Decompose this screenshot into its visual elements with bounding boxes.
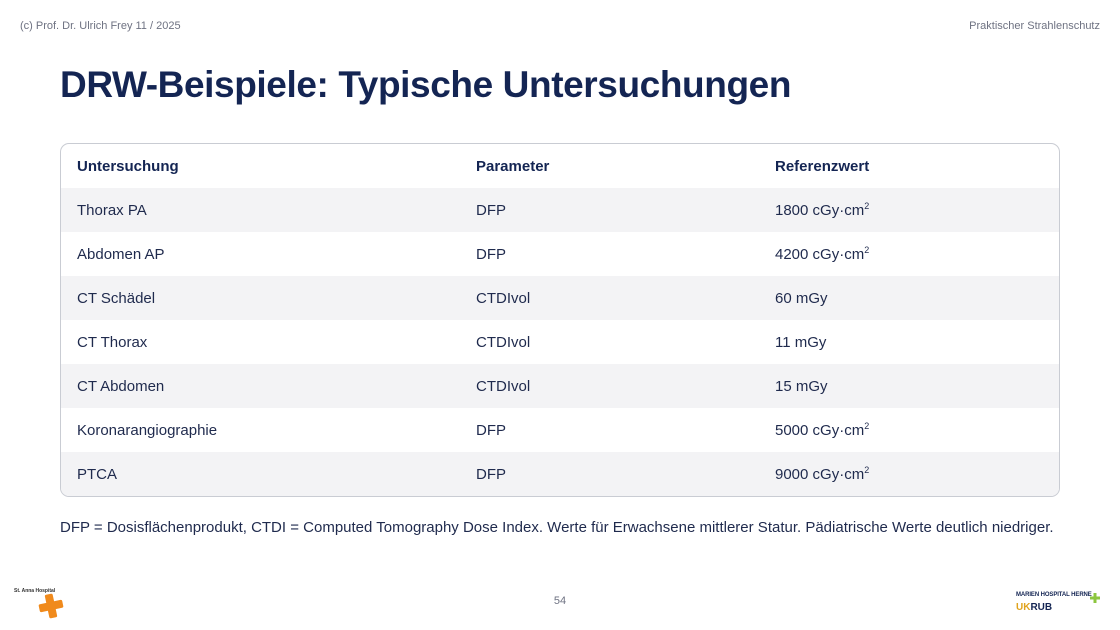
cell-exam: Abdomen AP (77, 245, 165, 263)
column-header-reference: Referenzwert (775, 157, 870, 175)
value-exponent: 2 (864, 200, 870, 211)
value-text: 60 mGy (775, 289, 828, 307)
value-exponent: 2 (864, 464, 870, 475)
cell-exam: PTCA (61, 452, 460, 496)
table-row: PTCA DFP 9000 cGy·cm2 (61, 452, 1059, 496)
cell-parameter: CTDIvol (460, 276, 759, 320)
column-header-exam: Untersuchung (77, 157, 179, 175)
cell-parameter: DFP (476, 421, 506, 439)
reference-table: Untersuchung Parameter Referenzwert Thor… (60, 143, 1060, 497)
cell-reference-value: 9000 cGy·cm2 (759, 452, 1059, 496)
hospital-name: St. Anna Hospital (14, 588, 56, 594)
cell-reference-value: 4200 cGy·cm2 (759, 232, 1059, 276)
cell-reference-value: 5000 cGy·cm2 (759, 408, 1059, 452)
table-row: CT Thorax CTDIvol 11 mGy (61, 320, 1059, 364)
column-header-parameter: Parameter (476, 157, 550, 175)
table-row: CT Schädel CTDIvol 60 mGy (61, 276, 1059, 320)
orange-cross-logo-icon (38, 593, 64, 619)
st-anna-hospital-logo: St. Anna Hospital (14, 588, 68, 619)
copyright-text: (c) Prof. Dr. Ulrich Frey 11 / 2025 (20, 20, 181, 32)
partner-hospital-name: MARIEN HOSPITAL HERNE (1016, 592, 1092, 598)
cell-reference-value: 15 mGy (759, 364, 1059, 408)
course-title: Praktischer Strahlenschutz (969, 20, 1100, 32)
cell-exam: Koronarangiographie (77, 421, 218, 439)
cell-exam: CT Schädel (61, 276, 460, 320)
value-text: 11 mGy (775, 333, 827, 351)
value-exponent: 2 (864, 244, 870, 255)
slide-title: DRW-Beispiele: Typische Untersuchungen (60, 64, 792, 105)
table-header-row: Untersuchung Parameter Referenzwert (61, 144, 1059, 188)
cell-exam: CT Abdomen (61, 364, 460, 408)
value-text: 1800 cGy·cm (775, 201, 865, 219)
cell-reference-value: 1800 cGy·cm2 (759, 188, 1059, 232)
value-text: 5000 cGy·cm (775, 421, 865, 439)
cell-exam: CT Thorax (77, 333, 148, 351)
value-text: 15 mGy (775, 377, 828, 395)
cell-reference-value: 60 mGy (759, 276, 1059, 320)
cell-reference-value: 11 mGy (759, 320, 1059, 364)
cell-parameter: DFP (476, 245, 506, 263)
value-text: 9000 cGy·cm (775, 465, 865, 483)
table-row: CT Abdomen CTDIvol 15 mGy (61, 364, 1059, 408)
ukrub-wordmark: UKRUB (1016, 602, 1052, 613)
cell-parameter: DFP (460, 452, 759, 496)
table-row: Thorax PA DFP 1800 cGy·cm2 (61, 188, 1059, 232)
marien-hospital-herne-logo: MARIEN HOSPITAL HERNE UKRUB (1016, 592, 1100, 616)
value-text: 4200 cGy·cm (775, 245, 865, 263)
cell-parameter: DFP (460, 188, 759, 232)
table-row: Koronarangiographie DFP 5000 cGy·cm2 (61, 408, 1059, 452)
uk-text: UK (1016, 602, 1031, 613)
rub-text: RUB (1030, 602, 1053, 613)
footnote: DFP = Dosisflächenprodukt, CTDI = Comput… (60, 519, 1054, 536)
cell-exam: Thorax PA (61, 188, 460, 232)
page-number: 54 (553, 595, 567, 607)
cell-parameter: CTDIvol (460, 364, 759, 408)
table-row: Abdomen AP DFP 4200 cGy·cm2 (61, 232, 1059, 276)
cell-parameter: CTDIvol (476, 333, 531, 351)
green-cross-logo-icon (1090, 593, 1100, 603)
value-exponent: 2 (864, 420, 870, 431)
